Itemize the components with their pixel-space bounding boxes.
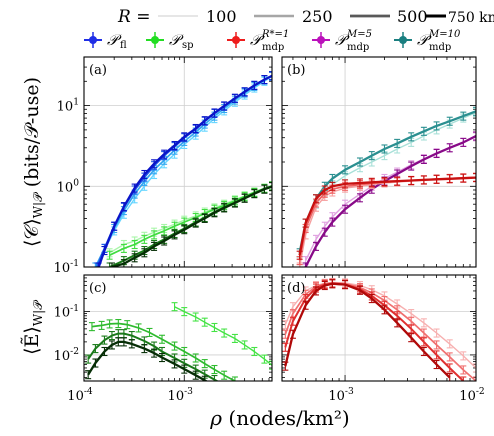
legend-schemes: 𝒫 fl 𝒫 sp 𝒫 R*=1 mdp 𝒫 M=5 mdp bbox=[84, 29, 461, 53]
svg-text:mdp: mdp bbox=[429, 42, 451, 53]
legend-r-250-label: 250 bbox=[302, 7, 333, 26]
legend-scheme-fl: 𝒫 fl bbox=[84, 31, 127, 51]
tick-label: 100 bbox=[57, 178, 80, 195]
series-line-sp-R100 bbox=[174, 306, 272, 366]
y-axis-label-energy: ⟨Ẽ⟩W|𝒫 bbox=[21, 300, 45, 355]
series-line-fl-R750 bbox=[97, 74, 272, 267]
series-group bbox=[296, 106, 476, 267]
legend-r-750: 750 km bbox=[426, 10, 494, 26]
series-line-mdp1-R750 bbox=[298, 176, 476, 256]
tick-label: 10-2 bbox=[54, 347, 79, 364]
series-line-mdp1-R750 bbox=[284, 282, 451, 379]
x-axis-label: ρ (nodes/km²) bbox=[209, 406, 349, 430]
series-group bbox=[85, 302, 272, 381]
legend-scheme-mdp1: 𝒫 R*=1 mdp bbox=[227, 29, 289, 53]
tick-label: 10-1 bbox=[54, 304, 79, 321]
legend-r-100-label: 100 bbox=[206, 7, 237, 26]
panel-a: (a) 10-1 100 101 bbox=[54, 56, 273, 276]
axes-frame bbox=[281, 56, 477, 268]
series-line-fl-R100 bbox=[94, 75, 272, 267]
y-axis-label-capacity: ⟨𝒞⟩W|𝒫 (bits/𝒫-use) bbox=[21, 77, 45, 247]
legend-scheme-mdp5: 𝒫 M=5 mdp bbox=[312, 29, 372, 53]
panels: (a) 10-1 100 101 (b) (c) 10-2 10-1 10-4 10-3 (d) 10… bbox=[54, 56, 485, 404]
axes-frame bbox=[281, 274, 477, 382]
legend-fl-marker bbox=[89, 36, 97, 44]
svg-text:fl: fl bbox=[120, 40, 127, 51]
svg-text:R*=1: R*=1 bbox=[261, 29, 289, 40]
panel-b: (b) bbox=[281, 56, 477, 268]
svg-text:sp: sp bbox=[182, 40, 194, 51]
series-line-sp-R500 bbox=[87, 332, 219, 381]
panel-c: (c) 10-2 10-1 10-4 10-3 bbox=[54, 274, 273, 404]
legend-sp-marker bbox=[151, 36, 159, 44]
series-line-mdp5-R100 bbox=[304, 136, 476, 261]
tick-label: 10-4 bbox=[67, 387, 93, 404]
tick-label: 10-3 bbox=[168, 387, 194, 404]
legend-r-row: R = 100 250 500 bbox=[117, 7, 428, 27]
panel-label: (a) bbox=[89, 63, 107, 78]
series-line-fl-R250 bbox=[94, 74, 272, 267]
legend-r-label: R = bbox=[117, 7, 150, 27]
svg-text:M=10: M=10 bbox=[428, 29, 461, 40]
series-line-mdp1-R500 bbox=[284, 282, 464, 381]
axes-frame bbox=[83, 274, 273, 382]
svg-text:mdp: mdp bbox=[262, 42, 284, 53]
legend-mdp5-marker bbox=[317, 36, 325, 44]
series-group bbox=[92, 71, 272, 267]
panel-d: (d) 10-3 10-2 bbox=[281, 274, 485, 404]
series-line-mdp10-R750 bbox=[298, 110, 476, 254]
panel-label: (c) bbox=[89, 281, 106, 296]
series-group bbox=[282, 277, 476, 381]
legend-r-500-label: 500 bbox=[397, 7, 428, 26]
panel-label: (d) bbox=[287, 281, 305, 296]
tick-label: 10-1 bbox=[54, 259, 79, 276]
legend-scheme-sp: 𝒫 sp bbox=[146, 31, 194, 51]
svg-text:M=5: M=5 bbox=[346, 29, 372, 40]
tick-label: 101 bbox=[57, 98, 79, 115]
tick-label: 10-2 bbox=[459, 387, 484, 404]
svg-text:mdp: mdp bbox=[347, 42, 369, 53]
tick-label: 10-3 bbox=[328, 387, 354, 404]
panel-label: (b) bbox=[287, 63, 305, 78]
axes-frame bbox=[83, 56, 273, 268]
legend-r-750-text: 750 km bbox=[448, 10, 494, 26]
legend-scheme-mdp10: 𝒫 M=10 mdp bbox=[394, 29, 461, 53]
legend-mdp10-marker bbox=[399, 36, 407, 44]
series-line-sp-R250 bbox=[91, 322, 237, 381]
series-line-mdp5-R750 bbox=[304, 134, 476, 267]
legend-mdp1-marker bbox=[232, 36, 240, 44]
